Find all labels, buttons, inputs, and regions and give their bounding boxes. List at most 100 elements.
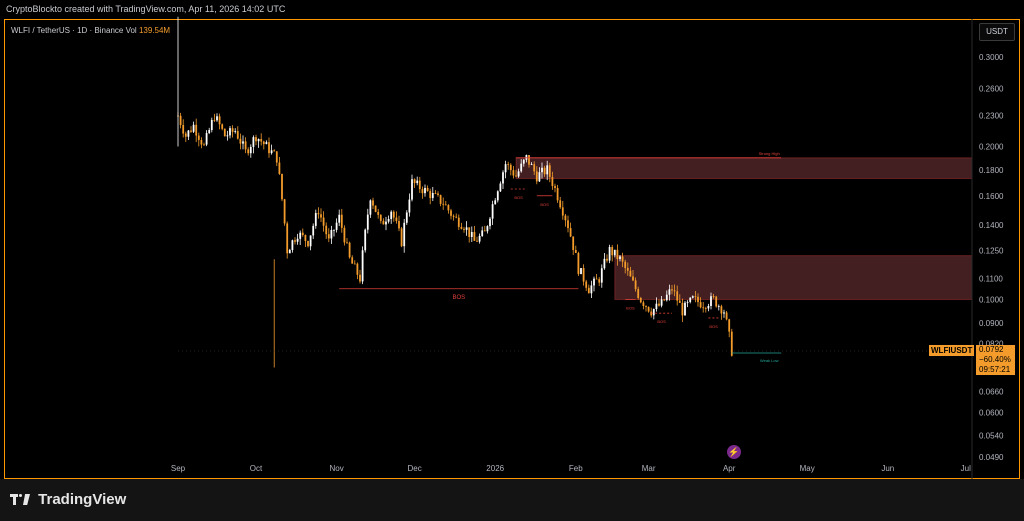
candle-body: [533, 164, 536, 172]
candle-body: [538, 172, 541, 182]
candle-body: [730, 331, 733, 356]
candle-body: [374, 205, 377, 212]
candle-body: [689, 297, 692, 302]
tradingview-logo[interactable]: TradingView: [10, 491, 126, 508]
candle-body: [216, 116, 218, 121]
candle-body: [520, 163, 523, 172]
price-tick-label: 0.3000: [979, 53, 1004, 62]
candle-body: [426, 187, 429, 192]
candle-body: [463, 228, 465, 230]
candle-body: [452, 215, 455, 217]
price-tick-label: 0.0820: [979, 339, 1004, 348]
candle-body: [229, 128, 231, 136]
candle-body: [650, 311, 653, 316]
candle-body: [411, 179, 413, 200]
candle-body: [372, 200, 374, 206]
candle-body: [624, 261, 627, 268]
candle-body: [504, 164, 507, 173]
chart-frame[interactable]: [4, 19, 1020, 479]
bos-label: BOS: [626, 306, 635, 311]
price-tick-label: 0.0660: [979, 387, 1004, 396]
candle-body: [408, 199, 411, 213]
candle-body: [346, 242, 348, 244]
candle-body: [268, 142, 270, 154]
candle-body: [385, 221, 387, 225]
candle-body: [525, 155, 528, 160]
candle-body: [338, 214, 341, 223]
candle-body: [572, 236, 575, 250]
candle-body: [226, 135, 229, 137]
price-tick-label: 0.0900: [979, 319, 1004, 328]
candle-body: [673, 290, 676, 292]
candle-body: [626, 267, 629, 271]
candle-body: [442, 203, 445, 205]
candle-body: [593, 278, 595, 286]
candle-body: [707, 305, 710, 309]
candle-body: [686, 301, 689, 303]
candle-body: [704, 308, 707, 309]
candle-body: [629, 270, 632, 277]
candle-body: [416, 180, 419, 184]
candle-body: [361, 250, 364, 282]
candle-body: [359, 274, 361, 282]
candle-body: [325, 225, 328, 235]
symbol-legend[interactable]: WLFI / TetherUS · 1D · Binance Vol 139.5…: [11, 26, 170, 35]
candle-body: [509, 164, 512, 171]
candle-body: [642, 302, 645, 307]
candle-body: [691, 296, 694, 298]
candle-body: [639, 297, 642, 303]
candle-body: [255, 137, 257, 142]
candle-body: [470, 232, 473, 237]
candle-body: [577, 252, 580, 275]
time-tick-label: May: [800, 464, 815, 473]
candle-body: [720, 306, 723, 314]
candle-body: [377, 211, 380, 215]
candle-body: [223, 128, 226, 137]
candle-body: [270, 150, 273, 154]
candle-body: [621, 256, 624, 262]
candle-body: [247, 149, 250, 154]
candle-body: [195, 124, 198, 136]
candle-body: [551, 176, 554, 187]
candle-body: [699, 302, 702, 308]
candle-body: [606, 258, 608, 261]
candle-body: [356, 263, 359, 275]
candle-body: [663, 299, 666, 301]
supply-zone: [515, 157, 973, 180]
bos-label: BOS: [657, 319, 666, 324]
candle-body: [437, 193, 439, 196]
time-axis: Sep Oct Nov Dec 2026 Feb Mar Apr May Jun Jul: [171, 464, 971, 473]
candle-body: [582, 268, 585, 282]
candle-body: [283, 199, 286, 224]
candle-body: [541, 167, 543, 173]
candle-body: [231, 128, 234, 132]
price-tick-label: 0.1250: [979, 246, 1004, 255]
time-tick-label: Mar: [642, 464, 656, 473]
flash-icon[interactable]: ⚡: [727, 445, 741, 459]
volume-value: 139.54M: [138, 26, 171, 35]
candle-body: [200, 139, 203, 145]
candle-body: [403, 222, 406, 247]
candle-body: [179, 115, 182, 125]
candle-body: [652, 308, 655, 316]
candle-body: [299, 232, 302, 239]
candle-body: [665, 294, 668, 301]
candle-body: [252, 137, 255, 147]
candle-body: [304, 235, 307, 242]
candle-body: [320, 214, 322, 218]
candle-body: [455, 216, 458, 218]
candle-body: [681, 302, 684, 316]
candle-body: [294, 240, 296, 242]
price-chart[interactable]: BOS BOS BOS BOS BOS BOS Strong High Weak Low 0.…: [0, 0, 1024, 479]
candle-body: [710, 296, 712, 306]
candle-body: [343, 227, 346, 243]
candle-body: [317, 213, 320, 215]
strong-high-label: Strong High: [759, 151, 780, 156]
candle-body: [262, 141, 265, 145]
currency-unit-button[interactable]: USDT: [979, 23, 1015, 41]
candle-body: [208, 130, 211, 134]
candle-body: [530, 164, 533, 166]
price-tick-label: 0.2000: [979, 143, 1004, 152]
candle-body: [213, 119, 216, 121]
symbol-line: WLFI / TetherUS · 1D · Binance: [11, 26, 124, 35]
